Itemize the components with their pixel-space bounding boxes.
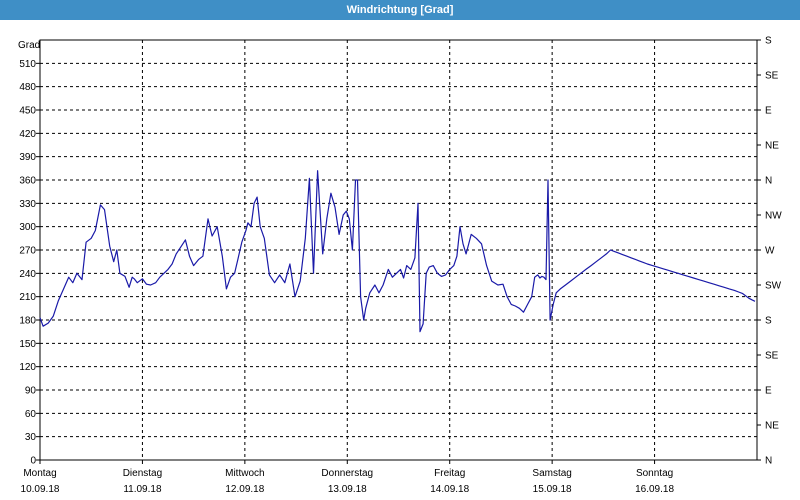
x-tick-day: Dienstag bbox=[123, 468, 162, 479]
y-tick-label: 330 bbox=[19, 199, 36, 210]
y-axis-label: Grad bbox=[18, 40, 40, 51]
y-tick-label: 510 bbox=[19, 59, 36, 70]
x-tick-date: 12.09.18 bbox=[225, 484, 264, 495]
y-tick-label: 300 bbox=[19, 222, 36, 233]
x-axis: Montag 10.09.18 Dienstag 11.09.18 Mittwoch 12… bbox=[21, 460, 674, 495]
x-tick-day: Mittwoch bbox=[225, 468, 264, 479]
y-tick-label: 120 bbox=[19, 362, 36, 373]
right-tick-label: S bbox=[765, 316, 772, 327]
y-tick-label: 270 bbox=[19, 246, 36, 257]
right-tick-label: E bbox=[765, 106, 772, 117]
plot-area bbox=[39, 39, 758, 461]
y-tick-label: 180 bbox=[19, 316, 36, 327]
x-tick-date: 14.09.18 bbox=[430, 484, 469, 495]
y-tick-label: 30 bbox=[25, 432, 37, 443]
right-tick-label: NE bbox=[765, 421, 779, 432]
series-line-wind-direction bbox=[39, 170, 756, 333]
y-tick-label: 150 bbox=[19, 339, 36, 350]
y-tick-label: 450 bbox=[19, 106, 36, 117]
right-tick-label: NW bbox=[765, 211, 782, 222]
y-tick-label: 390 bbox=[19, 152, 36, 163]
right-tick-label: N bbox=[765, 176, 772, 187]
y-tick-label: 210 bbox=[19, 292, 36, 303]
right-tick-label: NE bbox=[765, 141, 779, 152]
y-tick-label: 420 bbox=[19, 129, 36, 140]
x-tick-day: Montag bbox=[23, 468, 56, 479]
x-tick-day: Donnerstag bbox=[321, 468, 373, 479]
right-tick-label: S bbox=[765, 36, 772, 47]
y-axis-right: N NE E SE S SW W NW N NE E SE S bbox=[757, 36, 782, 467]
x-tick-date: 16.09.18 bbox=[635, 484, 674, 495]
right-tick-label: N bbox=[765, 456, 772, 467]
y-tick-label: 480 bbox=[19, 82, 36, 93]
window-title: Windrichtung [Grad] bbox=[0, 0, 800, 20]
right-tick-label: SE bbox=[765, 351, 779, 362]
x-tick-day: Freitag bbox=[434, 468, 465, 479]
right-tick-label: SE bbox=[765, 71, 779, 82]
y-tick-label: 240 bbox=[19, 269, 36, 280]
x-tick-day: Sonntag bbox=[636, 468, 673, 479]
x-tick-date: 15.09.18 bbox=[533, 484, 572, 495]
x-tick-date: 13.09.18 bbox=[328, 484, 367, 495]
right-tick-label: W bbox=[765, 246, 775, 257]
x-tick-date: 10.09.18 bbox=[21, 484, 60, 495]
y-tick-label: 90 bbox=[25, 386, 37, 397]
y-axis-left: 0 30 60 90 120 150 180 210 240 270 300 330 360 390 420… bbox=[19, 59, 40, 467]
y-tick-label: 60 bbox=[25, 409, 37, 420]
right-tick-label: E bbox=[765, 386, 772, 397]
y-tick-label: 360 bbox=[19, 176, 36, 187]
y-tick-label: 0 bbox=[30, 456, 36, 467]
grid-lines bbox=[40, 39, 757, 460]
series-group bbox=[39, 170, 756, 333]
wind-direction-chart: 0 30 60 90 120 150 180 210 240 270 300 330 360 390 420… bbox=[18, 36, 782, 496]
right-tick-label: SW bbox=[765, 281, 782, 292]
x-tick-date: 11.09.18 bbox=[123, 484, 162, 495]
x-tick-day: Samstag bbox=[532, 468, 571, 479]
